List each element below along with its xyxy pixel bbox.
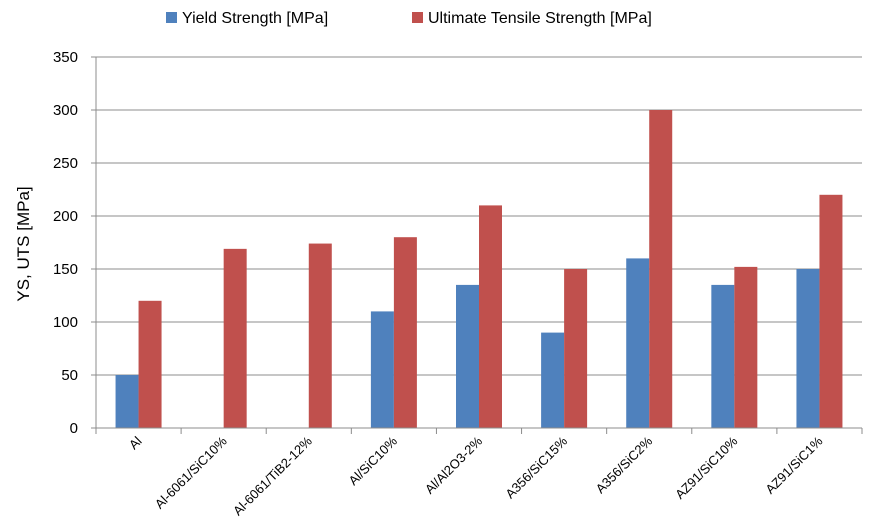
bar-ultimate-tensile-strength-mpa-al-al2o3-2: [479, 205, 502, 428]
legend-label-yield-strength: Yield Strength [MPa]: [182, 10, 328, 27]
bar-yield-strength-mpa-a356-sic15: [541, 332, 565, 428]
y-tick-label-0: 0: [70, 420, 78, 437]
legend-swatch-yield-strength: [166, 12, 177, 23]
bar-yield-strength-mpa-al: [115, 375, 139, 428]
bars: [115, 110, 843, 428]
x-tick-label-a356-sic15: A356/SiC15%: [502, 433, 570, 501]
x-axis-category-labels: Al Al-6061/SiC10% Al-6061/TiB2-12% Al/SiC10…: [126, 433, 826, 518]
legend: Yield Strength [MPa] Ultimate Tensile St…: [166, 10, 652, 27]
y-axis-title: YS, UTS [MPa]: [14, 186, 33, 301]
bar-yield-strength-mpa-al-al2o3-2: [456, 284, 479, 428]
bar-yield-strength-mpa-az91-sic10: [711, 284, 735, 428]
legend-swatch-ultimate-tensile-strength: [412, 12, 423, 23]
x-tick-label-a356-sic2: A356/SiC2%: [593, 433, 656, 496]
x-tick-label-al-6061-tib2-12: Al-6061/TiB2-12%: [230, 433, 315, 518]
bar-ultimate-tensile-strength-mpa-al: [138, 300, 162, 428]
y-tick-label-300: 300: [53, 102, 78, 119]
bar-ultimate-tensile-strength-mpa-al-6061-tib2-12: [308, 243, 332, 428]
y-tick-label-350: 350: [53, 49, 78, 66]
y-tick-label-50: 50: [61, 367, 78, 384]
bar-ultimate-tensile-strength-mpa-a356-sic2: [649, 110, 673, 428]
bar-ultimate-tensile-strength-mpa-az91-sic1: [819, 194, 843, 428]
y-tick-label-250: 250: [53, 155, 78, 172]
x-axis: [95, 427, 863, 434]
bar-yield-strength-mpa-a356-sic2: [626, 258, 650, 428]
bar-ultimate-tensile-strength-mpa-al-6061-sic10: [223, 248, 247, 428]
x-tick-label-al-sic10: Al/SiC10%: [345, 433, 400, 488]
y-tick-label-100: 100: [53, 314, 78, 331]
bar-ultimate-tensile-strength-mpa-a356-sic15: [564, 269, 588, 428]
y-tick-label-200: 200: [53, 208, 78, 225]
bar-yield-strength-mpa-al-sic10: [370, 311, 394, 428]
x-tick-label-az91-sic1: AZ91/SiC1%: [762, 433, 826, 497]
bar-ultimate-tensile-strength-mpa-al-sic10: [393, 237, 417, 428]
bar-ultimate-tensile-strength-mpa-az91-sic10: [734, 266, 758, 428]
y-axis-ticks: 0 50 100 150 200 250 300 350: [53, 49, 97, 437]
bar-yield-strength-mpa-az91-sic1: [796, 269, 820, 428]
x-tick-label-al-6061-sic10: Al-6061/SiC10%: [152, 433, 230, 511]
x-tick-label-al-al2o3-2: Al/Al2O3-2%: [422, 433, 486, 497]
x-tick-label-al: Al: [126, 433, 145, 452]
x-tick-label-az91-sic10: AZ91/SiC10%: [672, 433, 741, 502]
y-tick-label-150: 150: [53, 261, 78, 278]
legend-label-ultimate-tensile-strength: Ultimate Tensile Strength [MPa]: [428, 10, 652, 27]
